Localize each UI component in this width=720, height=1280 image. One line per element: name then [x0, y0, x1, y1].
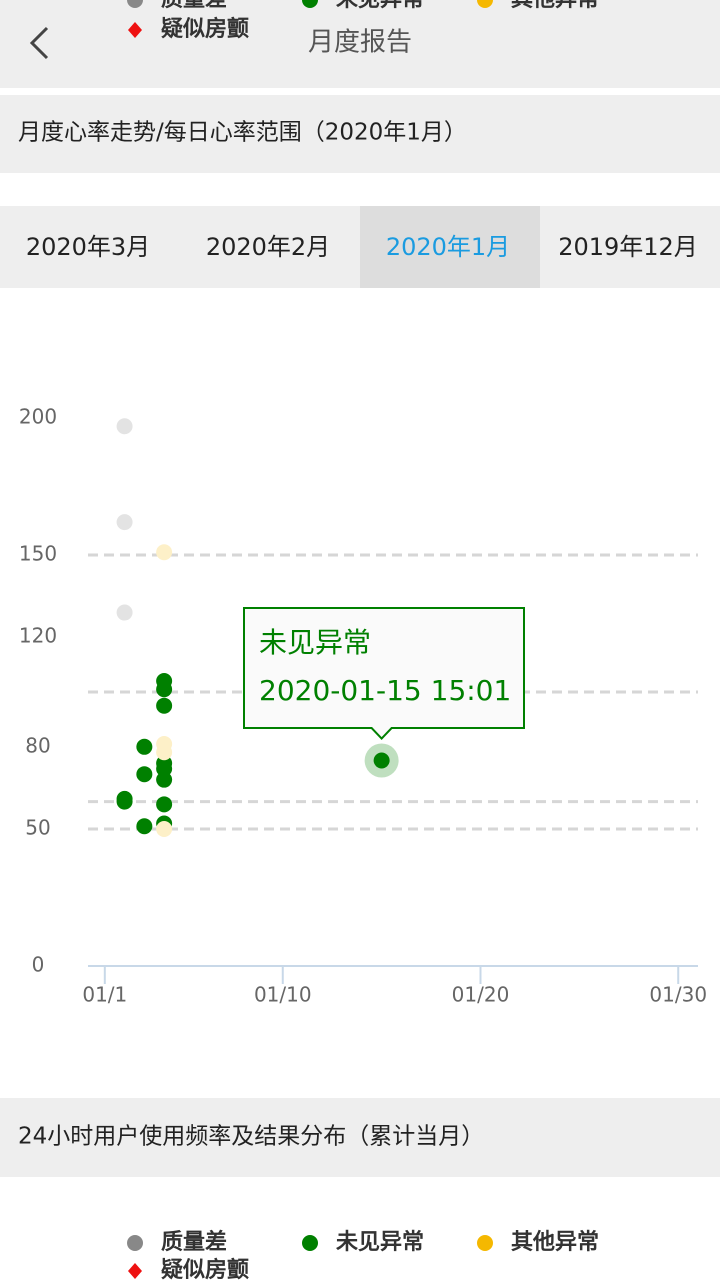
legend-label[interactable]: 质量差 [161, 0, 227, 12]
point[interactable] [156, 744, 173, 761]
tab[interactable]: 2019年12月 [558, 233, 698, 261]
legend-label[interactable]: 其他异常 [511, 0, 599, 12]
point[interactable] [136, 818, 153, 835]
point[interactable] [116, 793, 133, 810]
x-tick-label: 01/20 [452, 983, 510, 1007]
tab-active-bg [360, 206, 540, 288]
page-title: 月度报告 [308, 28, 412, 58]
tooltip-box [243, 607, 525, 740]
legend-marker [302, 1235, 318, 1251]
point[interactable] [156, 771, 173, 788]
legend-label[interactable]: 未见异常 [336, 1229, 424, 1255]
section-bar [0, 95, 720, 173]
legend-marker [127, 0, 143, 8]
legend-marker [302, 0, 318, 8]
x-tick-label: 01/30 [649, 983, 707, 1007]
section-title: 24小时用户使用频率及结果分布（累计当月） [18, 1124, 484, 1150]
legend-marker [477, 1235, 493, 1251]
tab[interactable]: 2020年1月 [386, 233, 510, 261]
tab[interactable]: 2020年2月 [206, 233, 330, 261]
point[interactable] [156, 544, 173, 561]
point[interactable] [156, 796, 173, 813]
legend-marker [128, 1263, 142, 1279]
y-tick-label: 50 [25, 816, 50, 840]
y-tick-label: 0 [32, 953, 45, 977]
point[interactable] [116, 418, 133, 435]
tab[interactable]: 2020年3月 [26, 233, 150, 261]
point[interactable] [156, 760, 173, 777]
section-title: 月度心率走势/每日心率范围（2020年1月） [18, 120, 467, 146]
point[interactable] [136, 738, 153, 755]
legend-marker [128, 22, 142, 38]
point[interactable] [116, 604, 133, 621]
tooltip-title: 未见异常 [259, 626, 371, 659]
legend-label[interactable]: 其他异常 [511, 1229, 599, 1255]
point[interactable] [373, 752, 390, 769]
y-tick-label: 80 [25, 733, 50, 757]
y-tick-label: 120 [19, 624, 57, 648]
point[interactable] [136, 766, 153, 783]
legend-label[interactable]: 疑似房颤 [161, 16, 249, 42]
section-bar [0, 1098, 720, 1177]
legend-marker [127, 1235, 143, 1251]
point[interactable] [156, 681, 173, 698]
point[interactable] [156, 697, 173, 714]
legend-marker [477, 0, 493, 8]
x-tick-label: 01/1 [82, 983, 127, 1007]
point[interactable] [156, 821, 173, 837]
y-tick-label: 200 [19, 405, 57, 429]
tooltip-text: 2020-01-15 15:01 [259, 674, 511, 707]
legend-label[interactable]: 质量差 [161, 1229, 227, 1255]
legend-label[interactable]: 疑似房颤 [161, 1257, 249, 1280]
legend-label[interactable]: 未见异常 [336, 0, 424, 12]
y-tick-label: 150 [19, 542, 57, 566]
header-bar [0, 0, 720, 88]
x-tick-label: 01/10 [254, 983, 312, 1007]
point[interactable] [116, 514, 133, 531]
back-button[interactable] [29, 26, 49, 60]
